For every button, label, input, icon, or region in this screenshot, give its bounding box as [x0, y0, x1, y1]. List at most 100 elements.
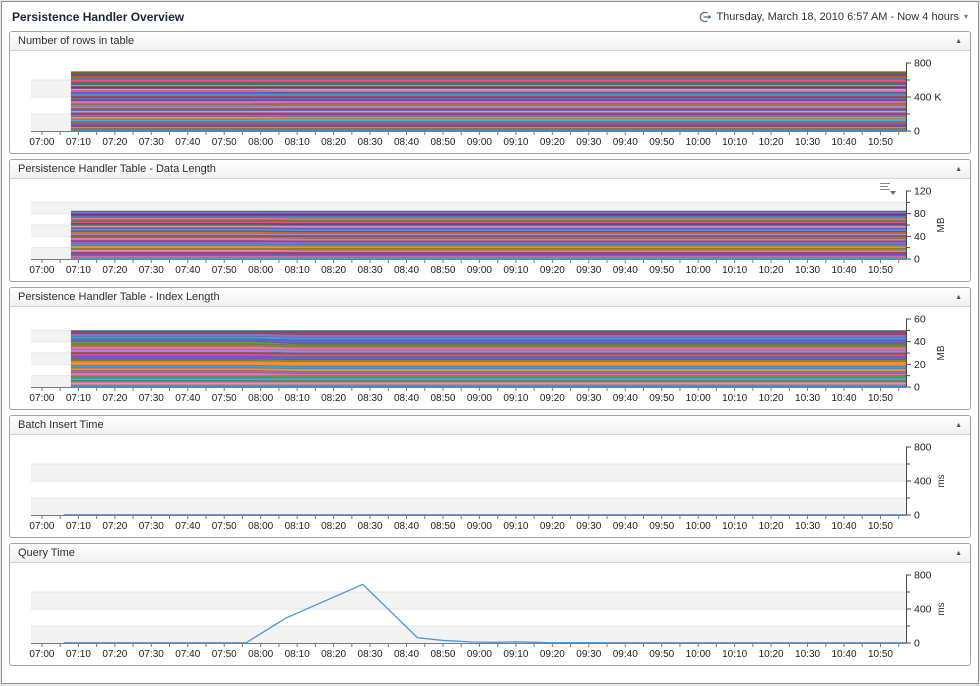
- svg-text:07:10: 07:10: [66, 649, 91, 660]
- page-title: Persistence Handler Overview: [12, 9, 185, 24]
- data-length-chart[interactable]: 07:00 07:10 07:20 07:30 07:40 07:50 08:00 08:10…: [10, 179, 971, 281]
- svg-text:0: 0: [914, 126, 920, 138]
- dashboard-header: Persistence Handler Overview Thursday, M…: [2, 2, 978, 29]
- svg-text:08:30: 08:30: [358, 393, 383, 404]
- svg-text:MB: MB: [936, 217, 947, 232]
- svg-text:08:20: 08:20: [321, 137, 346, 148]
- svg-text:07:10: 07:10: [66, 137, 91, 148]
- svg-text:07:30: 07:30: [139, 265, 164, 276]
- svg-text:08:40: 08:40: [394, 265, 419, 276]
- svg-text:40: 40: [914, 336, 926, 348]
- svg-text:08:50: 08:50: [430, 521, 455, 532]
- svg-text:08:10: 08:10: [285, 137, 310, 148]
- svg-text:10:20: 10:20: [759, 649, 784, 660]
- svg-text:0: 0: [914, 510, 920, 522]
- svg-text:07:50: 07:50: [212, 393, 237, 404]
- panel-list: Number of rows in table ▲ 07:00 07:10 07:2…: [2, 29, 978, 666]
- svg-text:10:20: 10:20: [759, 265, 784, 276]
- timeframe-selector[interactable]: Thursday, March 18, 2010 6:57 AM - Now 4…: [698, 10, 968, 24]
- collapse-button[interactable]: ▲: [955, 549, 962, 557]
- svg-text:08:20: 08:20: [321, 649, 346, 660]
- svg-text:08:20: 08:20: [321, 265, 346, 276]
- rows-chart[interactable]: 07:00 07:10 07:20 07:30 07:40 07:50 08:00 08:10…: [10, 51, 971, 153]
- svg-text:07:10: 07:10: [66, 393, 91, 404]
- svg-text:07:10: 07:10: [66, 265, 91, 276]
- svg-text:10:00: 10:00: [686, 521, 711, 532]
- svg-text:20: 20: [914, 359, 926, 371]
- panel-index-length: Persistence Handler Table - Index Length…: [9, 287, 971, 410]
- index-length-chart[interactable]: 07:00 07:10 07:20 07:30 07:40 07:50 08:00 08:10…: [10, 307, 971, 409]
- collapse-button[interactable]: ▲: [955, 293, 962, 301]
- svg-text:10:50: 10:50: [868, 393, 893, 404]
- svg-text:07:50: 07:50: [212, 265, 237, 276]
- svg-text:09:10: 09:10: [503, 265, 528, 276]
- svg-text:09:20: 09:20: [540, 521, 565, 532]
- svg-text:07:00: 07:00: [29, 649, 54, 660]
- svg-text:09:40: 09:40: [613, 521, 638, 532]
- svg-text:10:10: 10:10: [722, 521, 747, 532]
- svg-text:08:40: 08:40: [394, 393, 419, 404]
- svg-text:07:20: 07:20: [102, 137, 127, 148]
- chart-area-index-length: 07:00 07:10 07:20 07:30 07:40 07:50 08:00 08:10…: [10, 307, 970, 409]
- svg-text:09:10: 09:10: [503, 521, 528, 532]
- svg-text:10:00: 10:00: [686, 393, 711, 404]
- panel-number-of-rows: Number of rows in table ▲ 07:00 07:10 07:2…: [9, 31, 971, 154]
- svg-text:07:20: 07:20: [102, 649, 127, 660]
- svg-text:0: 0: [914, 254, 920, 266]
- panel-title: Query Time: [18, 547, 75, 559]
- svg-text:07:10: 07:10: [66, 521, 91, 532]
- svg-text:08:30: 08:30: [358, 265, 383, 276]
- svg-text:10:50: 10:50: [868, 649, 893, 660]
- svg-text:08:50: 08:50: [430, 649, 455, 660]
- svg-text:09:10: 09:10: [503, 393, 528, 404]
- panel-header: Persistence Handler Table - Data Length …: [10, 160, 970, 179]
- svg-text:08:20: 08:20: [321, 393, 346, 404]
- batch-insert-chart[interactable]: 07:00 07:10 07:20 07:30 07:40 07:50 08:00 08:10…: [10, 435, 971, 537]
- svg-text:07:40: 07:40: [175, 393, 200, 404]
- svg-text:09:50: 09:50: [649, 137, 674, 148]
- svg-text:09:20: 09:20: [540, 393, 565, 404]
- chart-area-data-length: 07:00 07:10 07:20 07:30 07:40 07:50 08:00 08:10…: [10, 179, 970, 281]
- svg-text:07:50: 07:50: [212, 137, 237, 148]
- svg-text:10:50: 10:50: [868, 137, 893, 148]
- svg-text:07:50: 07:50: [212, 521, 237, 532]
- svg-text:07:00: 07:00: [29, 137, 54, 148]
- svg-text:09:50: 09:50: [649, 393, 674, 404]
- panel-header: Number of rows in table ▲: [10, 32, 970, 51]
- svg-text:09:30: 09:30: [576, 521, 601, 532]
- svg-text:10:30: 10:30: [795, 137, 820, 148]
- svg-text:0: 0: [914, 382, 920, 394]
- svg-text:08:30: 08:30: [358, 649, 383, 660]
- svg-text:08:30: 08:30: [358, 137, 383, 148]
- svg-text:10:30: 10:30: [795, 649, 820, 660]
- svg-text:09:30: 09:30: [576, 265, 601, 276]
- svg-text:08:40: 08:40: [394, 521, 419, 532]
- svg-text:10:40: 10:40: [832, 265, 857, 276]
- svg-text:07:30: 07:30: [139, 393, 164, 404]
- svg-text:08:50: 08:50: [430, 137, 455, 148]
- legend-menu-icon[interactable]: [880, 181, 896, 195]
- collapse-button[interactable]: ▲: [955, 165, 962, 173]
- svg-text:10:40: 10:40: [832, 649, 857, 660]
- svg-text:09:00: 09:00: [467, 393, 492, 404]
- panel-title: Batch Insert Time: [18, 419, 104, 431]
- query-time-chart[interactable]: 07:00 07:10 07:20 07:30 07:40 07:50 08:00 08:10…: [10, 563, 971, 665]
- svg-text:10:30: 10:30: [795, 393, 820, 404]
- svg-text:08:50: 08:50: [430, 393, 455, 404]
- collapse-button[interactable]: ▲: [955, 37, 962, 45]
- svg-text:08:00: 08:00: [248, 137, 273, 148]
- svg-text:10:10: 10:10: [722, 137, 747, 148]
- timeframe-icon: [700, 11, 712, 22]
- svg-text:400: 400: [914, 476, 932, 488]
- svg-text:400: 400: [914, 604, 932, 616]
- svg-text:09:50: 09:50: [649, 649, 674, 660]
- svg-text:09:50: 09:50: [649, 521, 674, 532]
- panel-data-length: Persistence Handler Table - Data Length …: [9, 159, 971, 282]
- svg-text:10:10: 10:10: [722, 265, 747, 276]
- svg-text:08:00: 08:00: [248, 393, 273, 404]
- svg-text:09:30: 09:30: [576, 137, 601, 148]
- svg-text:120: 120: [914, 186, 932, 198]
- svg-text:10:10: 10:10: [722, 649, 747, 660]
- collapse-button[interactable]: ▲: [955, 421, 962, 429]
- panel-title: Persistence Handler Table - Data Length: [18, 163, 216, 175]
